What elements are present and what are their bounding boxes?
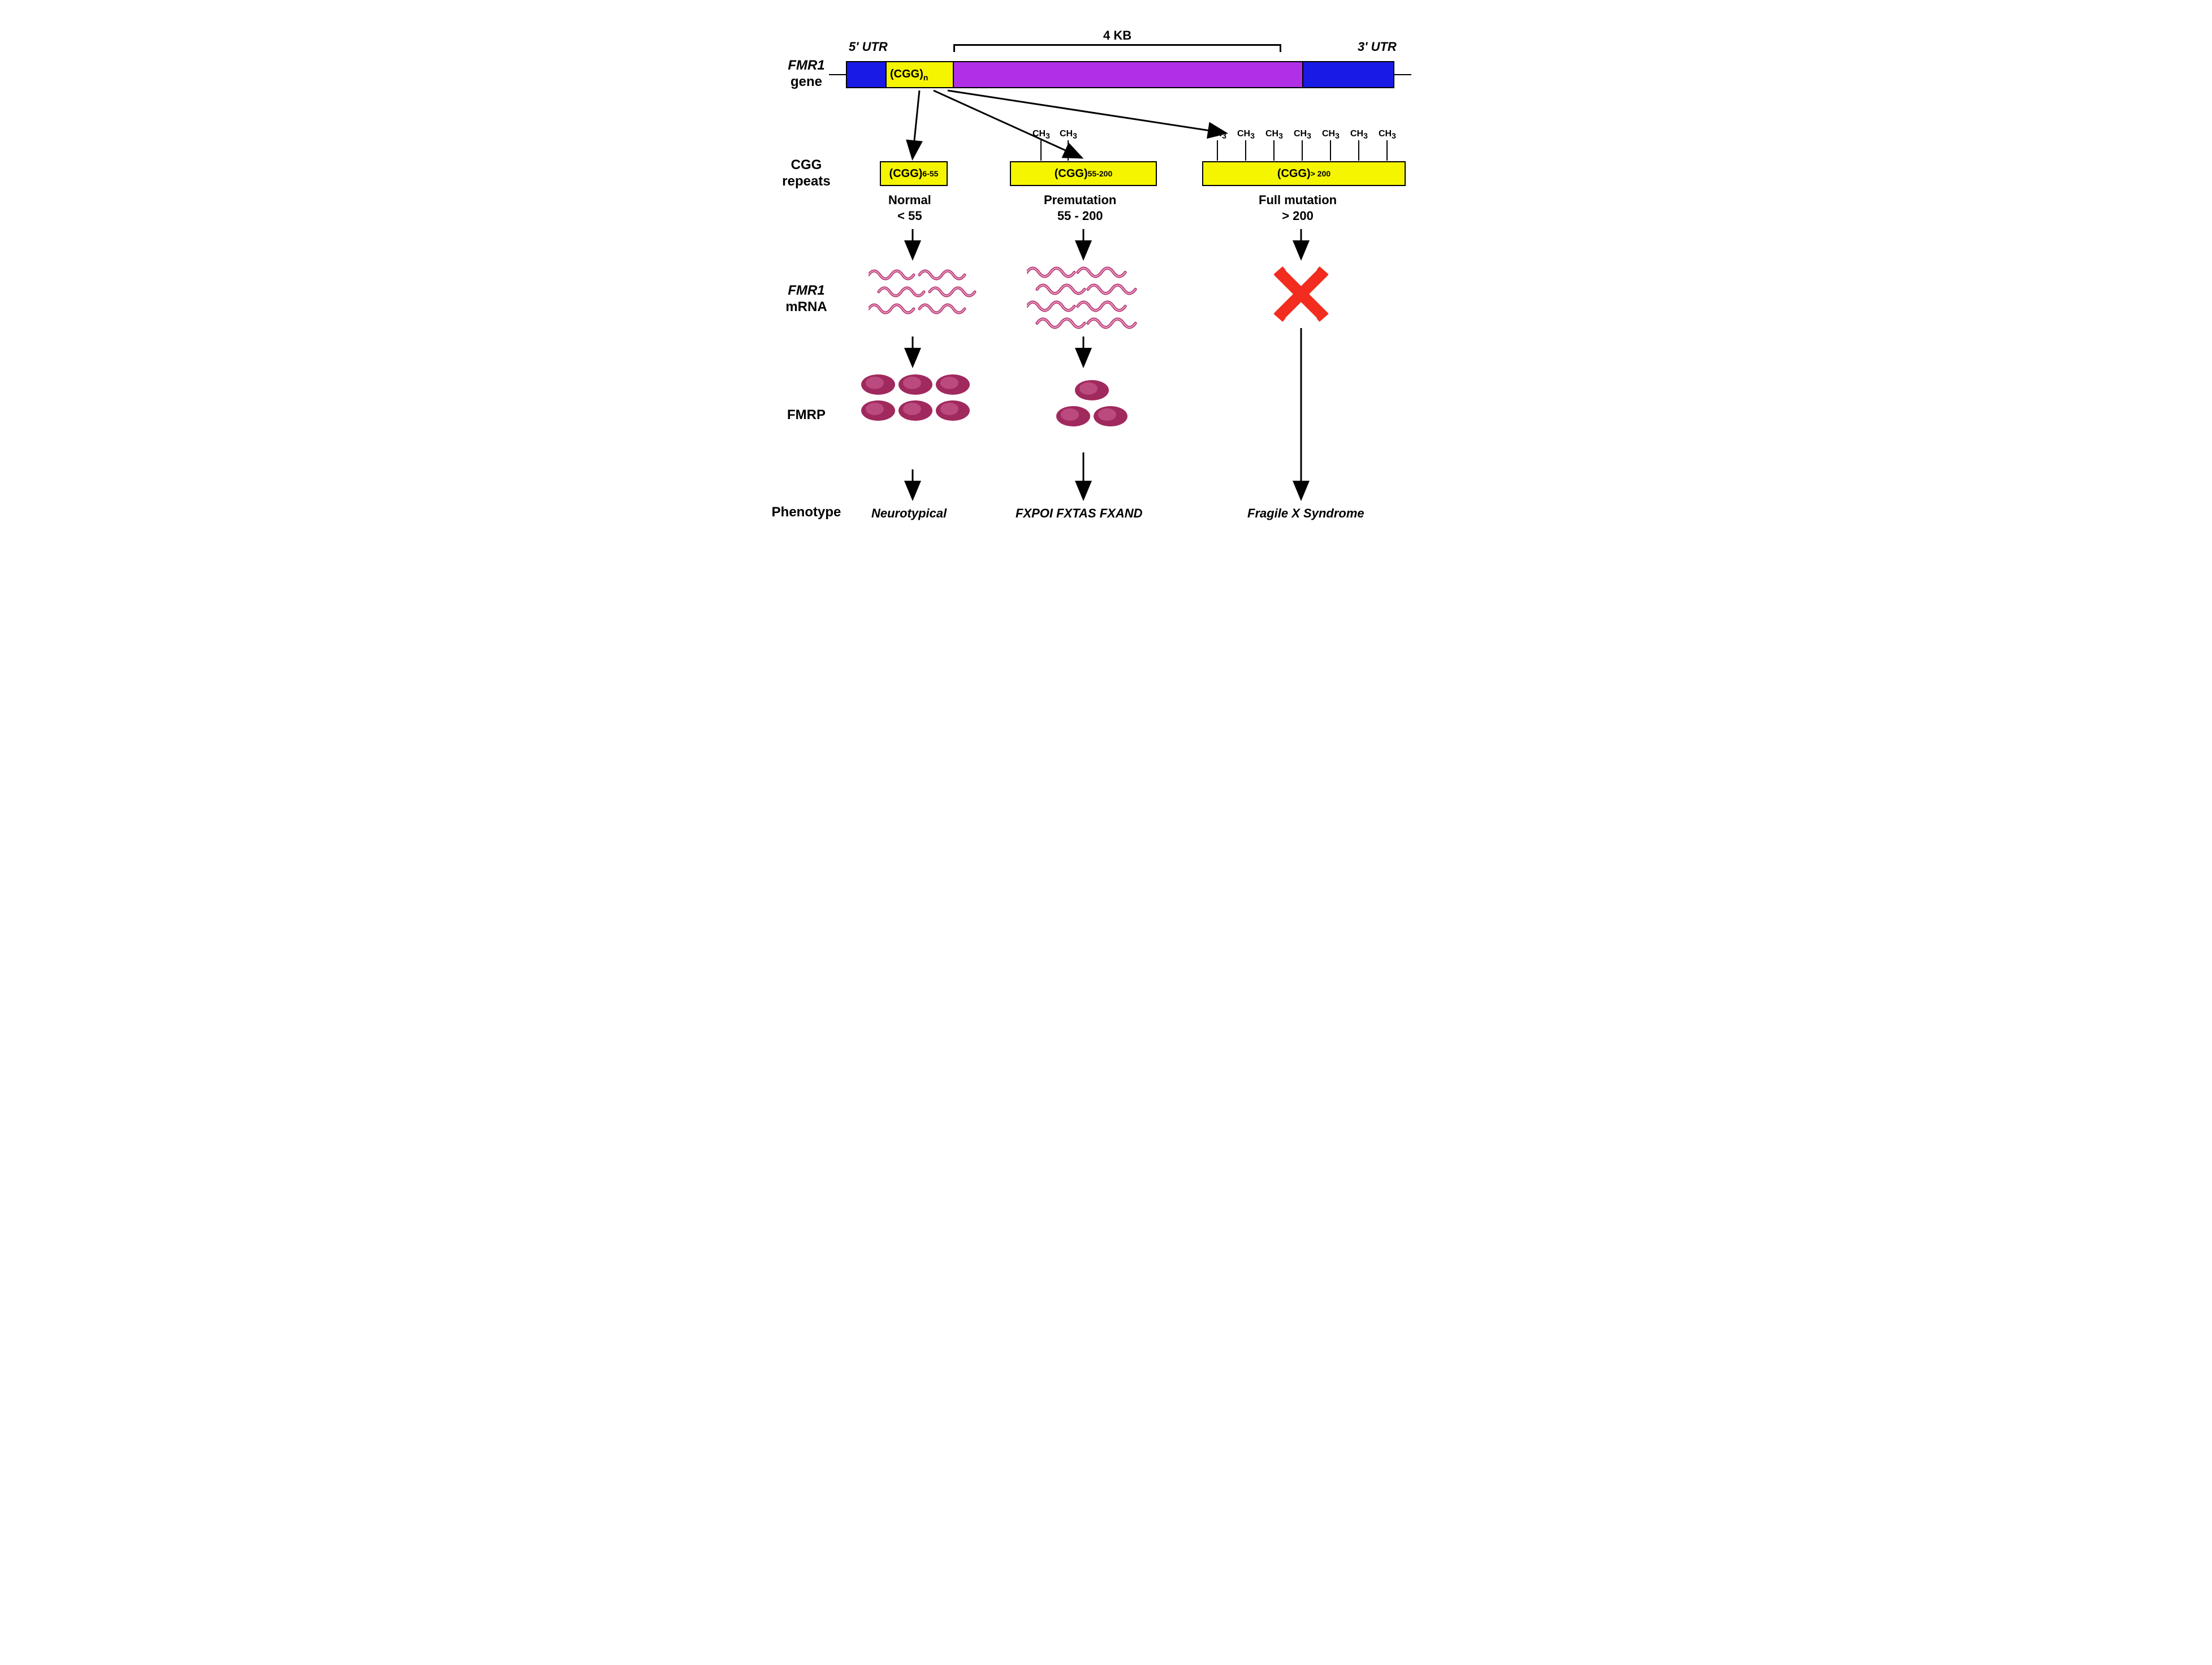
mrna-pre [1027, 263, 1140, 338]
fmrp-pre-ellipse-2 [1092, 405, 1129, 430]
gene-segment-2 [954, 62, 1303, 87]
fmrp-pre-ellipse-1 [1055, 405, 1091, 430]
arrow-gene_to_full [948, 90, 1225, 133]
phenotype-full: Fragile X Syndrome [1247, 506, 1364, 521]
arrow-gene_to_pre [934, 90, 1081, 157]
repeat-box-pre: (CGG)55-200 [1010, 161, 1157, 186]
label-5utr: 5' UTR [849, 40, 888, 54]
ch3-stem [1386, 140, 1388, 161]
gene-bar [846, 61, 1394, 88]
fmrp-normal-ellipse-5 [935, 399, 971, 425]
row-label-repeats: CGGrepeats [778, 157, 835, 190]
gene-segment-3 [1303, 62, 1393, 87]
fmrp-normal-ellipse-3 [860, 399, 896, 425]
ch3-label: CH3 [1209, 129, 1226, 140]
fmrp-pre-ellipse-0 [1074, 379, 1110, 404]
ch3-label: CH3 [1237, 129, 1255, 140]
fmrp-normal-ellipse-4 [897, 399, 934, 425]
ch3-label: CH3 [1322, 129, 1340, 140]
ch3-label: CH3 [1060, 129, 1077, 140]
category-full: Full mutation> 200 [1259, 192, 1337, 223]
ch3-stem [1330, 140, 1331, 161]
ch3-full-4: CH3 [1322, 129, 1340, 161]
row-label-mrna: FMR1mRNA [778, 283, 835, 316]
fmrp-normal-ellipse-2 [935, 373, 971, 399]
ch3-stem [1217, 140, 1218, 161]
ch3-label: CH3 [1265, 129, 1283, 140]
ch3-label: CH3 [1350, 129, 1368, 140]
kb-tick-left [953, 44, 955, 52]
category-normal: Normal< 55 [888, 192, 931, 223]
fmrp-normal-ellipse-0 [860, 373, 896, 399]
ch3-stem [1358, 140, 1359, 161]
kb-bracket [953, 44, 1281, 46]
ch3-pre-0: CH3 [1032, 129, 1050, 161]
row-label-fmrp: FMRP [778, 407, 835, 424]
ch3-stem [1068, 140, 1069, 161]
ch3-full-1: CH3 [1237, 129, 1255, 161]
ch3-stem [1273, 140, 1275, 161]
ch3-stem [1302, 140, 1303, 161]
ch3-stem [1040, 140, 1042, 161]
label-3utr: 3' UTR [1358, 40, 1397, 54]
ch3-label: CH3 [1294, 129, 1311, 140]
gene-segment-0 [847, 62, 887, 87]
x-mark-icon [1273, 266, 1329, 325]
label-4kb: 4 KB [1103, 28, 1131, 43]
ch3-full-3: CH3 [1294, 129, 1311, 161]
ch3-stem [1245, 140, 1246, 161]
phenotype-normal: Neurotypical [871, 506, 947, 521]
arrow-gene_to_normal [913, 90, 919, 157]
ch3-pre-1: CH3 [1060, 129, 1077, 161]
gene-cgg-label: (CGG)n [890, 68, 928, 82]
fmrp-normal-ellipse-1 [897, 373, 934, 399]
ch3-full-6: CH3 [1379, 129, 1396, 161]
kb-tick-right [1280, 44, 1281, 52]
repeat-box-normal: (CGG)6-55 [880, 161, 948, 186]
ch3-full-5: CH3 [1350, 129, 1368, 161]
category-pre: Premutation55 - 200 [1044, 192, 1116, 223]
phenotype-pre: FXPOI FXTAS FXAND [1016, 506, 1143, 521]
ch3-label: CH3 [1379, 129, 1396, 140]
mrna-normal [869, 266, 982, 323]
fmrp-normal [860, 373, 973, 430]
ch3-full-2: CH3 [1265, 129, 1283, 161]
gene-line-left [829, 74, 846, 75]
row-label-phenotype: Phenotype [767, 504, 846, 521]
fmrp-pre [1055, 379, 1168, 435]
repeat-box-full: (CGG)> 200 [1202, 161, 1406, 186]
row-label-gene: FMR1gene [778, 58, 835, 90]
gene-line-right [1394, 74, 1411, 75]
ch3-full-0: CH3 [1209, 129, 1226, 161]
ch3-label: CH3 [1032, 129, 1050, 140]
